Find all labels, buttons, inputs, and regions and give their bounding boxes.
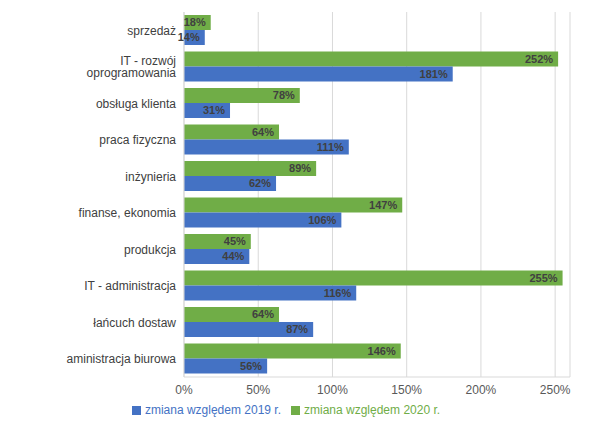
svg-text:62%: 62% <box>249 177 271 189</box>
svg-text:255%: 255% <box>529 272 557 284</box>
svg-text:sprzedaż: sprzedaż <box>127 24 176 38</box>
svg-text:0%: 0% <box>175 383 193 397</box>
svg-text:78%: 78% <box>273 89 295 101</box>
svg-text:18%: 18% <box>184 16 206 28</box>
svg-text:IT - rozwójoprogramowania: IT - rozwójoprogramowania <box>87 54 177 80</box>
svg-text:50%: 50% <box>246 383 270 397</box>
svg-text:14%: 14% <box>178 31 200 43</box>
html-text:zmiana względem 2020 r.: zmiana względem 2020 r. <box>304 403 441 417</box>
svg-text:250%: 250% <box>540 383 571 397</box>
svg-text:finanse, ekonomia: finanse, ekonomia <box>79 206 177 220</box>
svg-text:181%: 181% <box>420 68 448 80</box>
svg-text:150%: 150% <box>391 383 422 397</box>
svg-text:116%: 116% <box>324 287 352 299</box>
svg-text:147%: 147% <box>369 199 397 211</box>
svg-text:44%: 44% <box>222 250 244 262</box>
svg-text:praca fizyczna: praca fizyczna <box>99 133 176 147</box>
svg-text:100%: 100% <box>317 383 348 397</box>
svg-text:89%: 89% <box>289 162 311 174</box>
html-text:zmiana względem 2019 r.: zmiana względem 2019 r. <box>144 403 281 417</box>
svg-text:IT - administracja: IT - administracja <box>84 279 176 293</box>
svg-text:obsługa klienta: obsługa klienta <box>96 97 176 111</box>
svg-text:produkcja: produkcja <box>124 243 176 257</box>
svg-text:106%: 106% <box>308 214 336 226</box>
svg-text:56%: 56% <box>240 360 262 372</box>
svg-text:aministracja biurowa: aministracja biurowa <box>67 352 177 366</box>
svg-text:200%: 200% <box>466 383 497 397</box>
svg-text:łańcuch dostaw: łańcuch dostaw <box>93 316 176 330</box>
svg-text:inżynieria: inżynieria <box>125 170 176 184</box>
svg-text:45%: 45% <box>224 235 246 247</box>
svg-text:87%: 87% <box>286 323 308 335</box>
svg-text:31%: 31% <box>203 104 225 116</box>
svg-text:252%: 252% <box>525 53 553 65</box>
svg-text:146%: 146% <box>368 345 396 357</box>
svg-text:111%: 111% <box>317 141 344 153</box>
svg-text:64%: 64% <box>252 126 274 138</box>
svg-text:64%: 64% <box>252 308 274 320</box>
